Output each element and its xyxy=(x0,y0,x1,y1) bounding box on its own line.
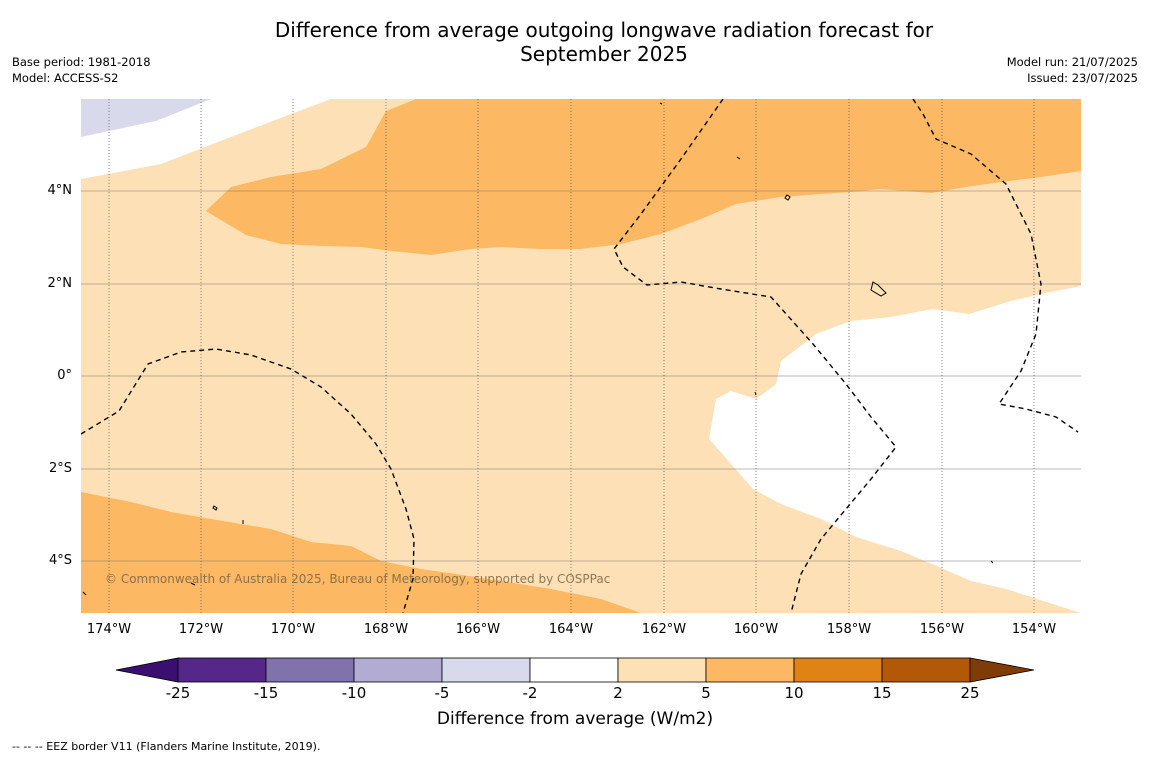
lon-label-154w: 154°W xyxy=(1011,622,1057,637)
footer-legend: -- -- -- EEZ border V11 (Flanders Marine… xyxy=(12,740,321,753)
lon-label-166w: 166°W xyxy=(455,622,501,637)
base-info: Base period: 1981-2018 Model: ACCESS-S2 xyxy=(12,54,151,86)
colorbar-swatch xyxy=(529,657,619,683)
lon-label-162w: 162°W xyxy=(641,622,687,637)
lat-label-2s: 2°S xyxy=(48,461,72,476)
title-line-2: September 2025 xyxy=(520,42,688,66)
model-run: Model run: 21/07/2025 xyxy=(1006,55,1138,69)
colorbar-tick: 15 xyxy=(872,684,892,702)
latitude-gridlines xyxy=(81,190,1081,562)
eez-borders xyxy=(81,99,1079,613)
issued-date: Issued: 23/07/2025 xyxy=(1027,71,1138,85)
colorbar-swatch xyxy=(177,657,267,683)
lon-label-168w: 168°W xyxy=(363,622,409,637)
colorbar-swatch xyxy=(265,657,355,683)
neutral-band-north xyxy=(81,99,331,179)
model-name: Model: ACCESS-S2 xyxy=(12,71,119,85)
band-5-10-south xyxy=(81,492,641,613)
colorbar-tick: 10 xyxy=(784,684,804,702)
colorbar-extend-high xyxy=(969,657,1035,683)
lon-label-164w: 164°W xyxy=(548,622,594,637)
base-period: Base period: 1981-2018 xyxy=(12,55,151,69)
colorbar-swatch xyxy=(705,657,795,683)
lon-label-158w: 158°W xyxy=(826,622,872,637)
colorbar-swatch xyxy=(617,657,707,683)
lon-label-174w: 174°W xyxy=(86,622,132,637)
island-outlines xyxy=(82,102,994,596)
colorbar-tick: -10 xyxy=(341,684,367,702)
neutral-region-east xyxy=(709,286,1081,613)
colorbar-tick: 2 xyxy=(613,684,623,702)
colorbar xyxy=(115,657,1035,683)
colorbar-tick: -5 xyxy=(434,684,450,702)
lon-label-160w: 160°W xyxy=(733,622,779,637)
lat-label-4n: 4°N xyxy=(47,183,73,198)
colorbar-tick: 25 xyxy=(960,684,980,702)
colorbar-swatch xyxy=(353,657,443,683)
colorbar-extend-low xyxy=(115,657,179,683)
map-title: Difference from average outgoing longwav… xyxy=(200,18,1008,66)
colorbar-title: Difference from average (W/m2) xyxy=(436,709,714,729)
run-info: Model run: 21/07/2025 Issued: 23/07/2025 xyxy=(1007,54,1138,86)
colorbar-swatch xyxy=(881,657,971,683)
map-svg xyxy=(81,99,1081,613)
map-area xyxy=(81,99,1081,613)
lat-label-2n: 2°N xyxy=(47,276,73,291)
lon-label-172w: 172°W xyxy=(178,622,224,637)
colorbar-tick: -25 xyxy=(165,684,191,702)
colorbar-tick: -2 xyxy=(522,684,538,702)
colorbar-swatch xyxy=(441,657,531,683)
colorbar-tick: 5 xyxy=(701,684,711,702)
band-minus5-minus2 xyxy=(81,99,211,137)
lon-label-156w: 156°W xyxy=(919,622,965,637)
lon-label-170w: 170°W xyxy=(270,622,316,637)
copyright-notice: © Commonwealth of Australia 2025, Bureau… xyxy=(105,572,611,586)
band-5-10-north xyxy=(206,99,1081,255)
colorbar-tick: -15 xyxy=(253,684,279,702)
title-line-1: Difference from average outgoing longwav… xyxy=(274,18,934,42)
lat-label-0: 0° xyxy=(57,368,72,383)
colorbar-swatch xyxy=(793,657,883,683)
lat-label-4s: 4°S xyxy=(48,553,72,568)
